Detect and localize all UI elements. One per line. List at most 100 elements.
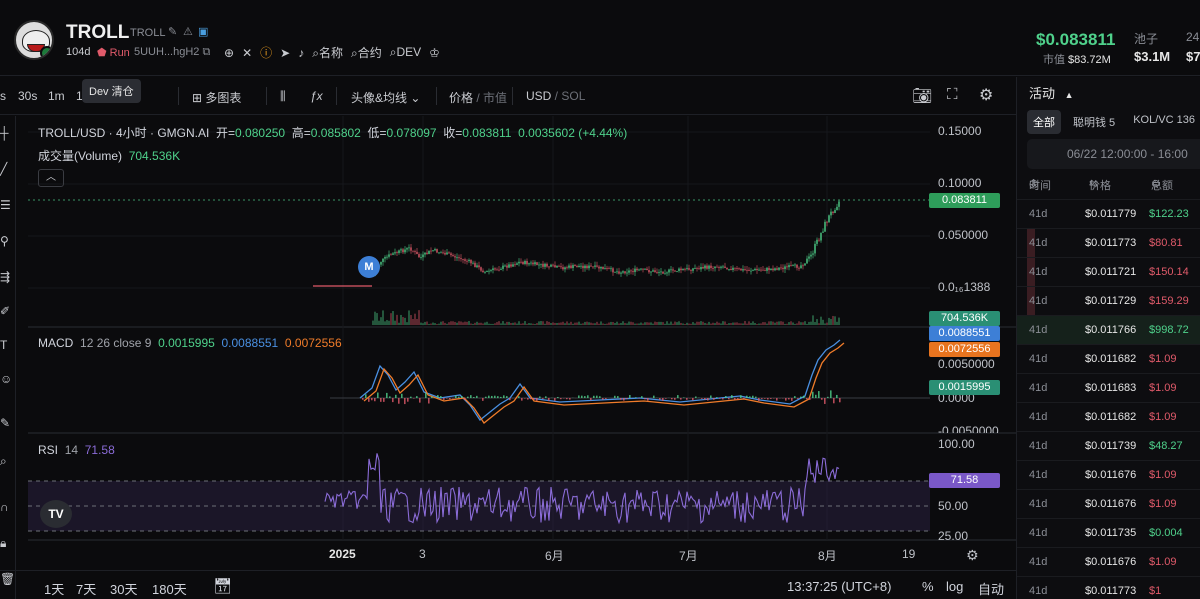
price-candles bbox=[313, 200, 840, 287]
x-icon[interactable]: ✕ bbox=[242, 45, 253, 60]
activity-row[interactable]: 41d $0.011773 $1 bbox=[1017, 576, 1200, 599]
interval-1m[interactable]: 1m bbox=[48, 89, 65, 103]
edit-icon[interactable]: ✎ bbox=[168, 26, 178, 38]
token-avatar[interactable] bbox=[14, 20, 54, 60]
activity-tabs: 全部 聪明钱 5 KOL/VC 136 bbox=[1027, 110, 1200, 134]
macd-hist-bar bbox=[770, 398, 772, 399]
volume-bar bbox=[502, 321, 504, 325]
search-name-link[interactable]: ⌕名称 bbox=[312, 44, 343, 61]
activity-row[interactable]: 41d $0.011683 $1.09 bbox=[1017, 373, 1200, 402]
avatar-ma-dropdown[interactable]: 头像&均线 ⌄ bbox=[351, 89, 420, 106]
brush-icon[interactable]: ✐ bbox=[0, 304, 11, 318]
fib-icon[interactable]: ☰ bbox=[0, 198, 11, 212]
emoji-icon[interactable]: ☺ bbox=[0, 372, 13, 386]
activity-row[interactable]: 41d $0.011682 $1.09 bbox=[1017, 402, 1200, 431]
axis-settings-icon[interactable]: ⚙ bbox=[966, 547, 979, 563]
macd-hist-bar bbox=[407, 398, 409, 402]
crown-icon[interactable]: ♔ bbox=[429, 45, 440, 60]
date-range-filter[interactable]: 06/22 12:00:00 - 16:00 bbox=[1027, 139, 1200, 169]
range-30d[interactable]: 30天 bbox=[110, 582, 138, 597]
zoom-icon[interactable]: ⌕ bbox=[0, 454, 7, 468]
search-icon: ⌕ bbox=[389, 45, 397, 59]
candle-body bbox=[530, 262, 532, 264]
ruler-icon[interactable]: ✎ bbox=[0, 416, 11, 430]
volume-bar bbox=[538, 321, 540, 325]
search-contract-link[interactable]: ⌕合约 bbox=[351, 44, 382, 61]
interval-more[interactable]: 1 bbox=[76, 89, 83, 103]
activity-row[interactable]: 41d $0.011766 $998.72 bbox=[1017, 315, 1200, 344]
log-toggle[interactable]: log bbox=[946, 579, 964, 594]
price-mcap-toggle[interactable]: 价格 / 市值 bbox=[449, 91, 508, 105]
pattern-icon[interactable]: ⚲ bbox=[0, 234, 9, 248]
lock-icon[interactable]: 🔒︎ bbox=[0, 536, 7, 550]
volume-bar bbox=[384, 321, 386, 325]
trend-line-icon[interactable]: ╱ bbox=[0, 162, 8, 176]
telegram-icon[interactable]: ➤ bbox=[280, 45, 291, 60]
clock-time[interactable]: 13:37:25 (UTC+8) bbox=[787, 579, 892, 594]
tiktok-icon[interactable]: ♪ bbox=[298, 45, 305, 60]
multi-chart-button[interactable]: ⊞ 多图表 bbox=[192, 89, 241, 106]
range-1d[interactable]: 1天 bbox=[44, 582, 65, 597]
activity-row[interactable]: 41d $0.011773 $80.81 bbox=[1017, 228, 1200, 257]
candle-body bbox=[724, 266, 726, 268]
price-chart[interactable] bbox=[0, 0, 1016, 570]
volume-bar bbox=[674, 321, 676, 325]
collapse-legend-button[interactable]: ︿ bbox=[38, 169, 64, 187]
tab-kol-vc[interactable]: KOL/VC 136 bbox=[1133, 114, 1195, 126]
activity-row[interactable]: 41d $0.011729 $159.29 bbox=[1017, 286, 1200, 315]
candle-type-icon[interactable]: ⫼ bbox=[280, 89, 286, 103]
tab-all[interactable]: 全部 bbox=[1027, 110, 1061, 134]
tab-smart-money[interactable]: 聪明钱 5 bbox=[1073, 117, 1116, 129]
volume-bar bbox=[826, 322, 828, 325]
activity-row[interactable]: 41d $0.011735 $0.004 bbox=[1017, 518, 1200, 547]
candle-body bbox=[420, 257, 422, 258]
fullscreen-icon[interactable]: ⛶ bbox=[947, 86, 958, 103]
migration-marker[interactable]: M bbox=[358, 256, 380, 278]
activity-row[interactable]: 41d $0.011682 $1.09 bbox=[1017, 344, 1200, 373]
indicators-icon[interactable]: ƒx bbox=[310, 89, 323, 103]
website-icon[interactable]: ⊕ bbox=[224, 45, 235, 60]
activity-title[interactable]: 活动 ▲ bbox=[1029, 83, 1074, 102]
activity-row[interactable]: 41d $0.011721 $150.14 bbox=[1017, 257, 1200, 286]
macd-hist-bar bbox=[623, 398, 625, 401]
volume-bar bbox=[652, 323, 654, 325]
candle-body bbox=[712, 267, 714, 269]
info-icon[interactable]: ⓘ bbox=[260, 46, 273, 60]
settings-icon[interactable]: ⚙ bbox=[979, 87, 994, 104]
search-dev-label: DEV bbox=[396, 45, 422, 59]
activity-row[interactable]: 41d $0.011779 $122.23 bbox=[1017, 199, 1200, 228]
candle-body bbox=[484, 271, 486, 273]
percent-toggle[interactable]: % bbox=[922, 579, 934, 594]
alert-icon[interactable]: ⚠ bbox=[183, 26, 193, 38]
copy-icon[interactable]: ⧉ bbox=[202, 46, 211, 58]
y-tick: 0.0050000 bbox=[938, 357, 995, 371]
activity-row[interactable]: 41d $0.011739 $48.27 bbox=[1017, 431, 1200, 460]
tradingview-logo[interactable]: TV bbox=[40, 500, 72, 528]
delete-icon[interactable]: 🗑︎ bbox=[0, 572, 16, 586]
contract-address[interactable]: 5UUH...hgH2 ⧉ bbox=[134, 46, 210, 59]
candle-body bbox=[676, 270, 678, 272]
activity-row[interactable]: 41d $0.011676 $1.09 bbox=[1017, 460, 1200, 489]
auto-toggle[interactable]: 自动 bbox=[978, 582, 1005, 597]
interval-s[interactable]: s bbox=[0, 89, 6, 103]
range-180d[interactable]: 180天 bbox=[152, 582, 187, 597]
projection-icon[interactable]: ⇶ bbox=[0, 270, 11, 284]
search-dev-link[interactable]: ⌕DEV bbox=[390, 45, 421, 60]
candle-body bbox=[448, 252, 450, 254]
interval-30s[interactable]: 30s bbox=[18, 89, 38, 103]
volume-bar bbox=[718, 322, 720, 325]
volume-bar bbox=[704, 322, 706, 325]
macd-hist-bar bbox=[377, 392, 379, 398]
magnet-icon[interactable]: ∩ bbox=[0, 500, 9, 514]
text-icon[interactable]: T bbox=[0, 338, 8, 352]
range-7d[interactable]: 7天 bbox=[76, 582, 97, 597]
crosshair-icon[interactable]: ┼ bbox=[0, 126, 9, 140]
currency-toggle[interactable]: USD / SOL bbox=[526, 89, 586, 103]
activity-row[interactable]: 41d $0.011676 $1.09 bbox=[1017, 547, 1200, 576]
camera-icon[interactable]: 📷︎ bbox=[912, 88, 933, 105]
volume-bar bbox=[564, 323, 566, 325]
activity-row[interactable]: 41d $0.011676 $1.09 bbox=[1017, 489, 1200, 518]
calendar-icon[interactable]: 📅︎ bbox=[213, 578, 233, 595]
volume-bar bbox=[796, 323, 798, 325]
candle-body bbox=[478, 265, 480, 268]
